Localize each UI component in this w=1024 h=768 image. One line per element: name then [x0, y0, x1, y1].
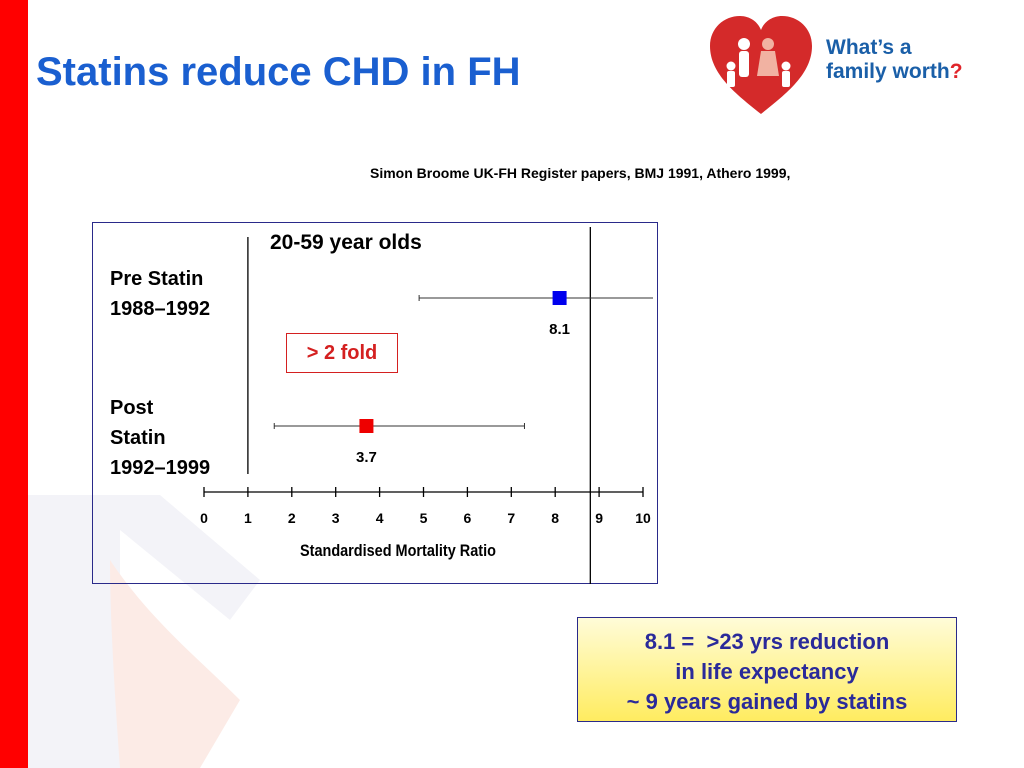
- x-axis-title: Standardised Mortality Ratio: [300, 541, 496, 560]
- x-tick-label: 7: [507, 510, 515, 526]
- chart-subtitle: 20-59 year olds: [270, 231, 422, 254]
- point-marker: [552, 291, 567, 305]
- left-accent-bar: [0, 0, 28, 768]
- summary-line-1: 8.1 = >23 yrs reduction: [644, 629, 890, 654]
- x-tick-label: 8: [551, 510, 559, 526]
- x-tick-label: 3: [332, 510, 340, 526]
- x-tick-label: 4: [376, 510, 384, 526]
- fold-annotation: > 2 fold: [286, 333, 398, 373]
- post-statin-label-line-2: Statin: [110, 427, 166, 449]
- post-statin-label-line-3: 1992–1999: [110, 457, 211, 479]
- forest-plot: 0 1 2 3 4 5 6 7 8 9 10 8.1 3.7: [200, 227, 653, 584]
- x-tick-label: 1: [244, 510, 252, 526]
- citation: Simon Broome UK-FH Register papers, BMJ …: [370, 165, 791, 181]
- pre-statin-label-line-2: 1988–1992: [110, 298, 211, 320]
- chart-frame: [92, 222, 658, 584]
- logo-text: What’s a family worth?: [826, 36, 963, 84]
- x-tick-label: 6: [464, 510, 472, 526]
- x-tick-label: 0: [200, 510, 208, 526]
- point-marker: [359, 419, 374, 433]
- x-tick-label: 9: [595, 510, 603, 526]
- summary-line-2: in life expectancy: [675, 659, 859, 684]
- x-tick-label: 10: [635, 510, 651, 526]
- x-tick-label: 5: [420, 510, 428, 526]
- family-icon: [726, 38, 791, 87]
- x-tick-label: 2: [288, 510, 296, 526]
- slide-title: Statins reduce CHD in FH: [36, 50, 521, 94]
- logo-question-mark: ?: [949, 60, 963, 83]
- logo-line-2: family worth: [826, 60, 950, 83]
- logo-line-1: What’s a: [826, 36, 912, 59]
- pre-statin-label-line-1: Pre Statin: [110, 268, 204, 290]
- post-statin-label: Post Statin 1992–1999: [110, 393, 210, 483]
- post-statin-label-line-1: Post: [110, 397, 154, 419]
- data-label: 8.1: [549, 321, 570, 338]
- data-label: 3.7: [356, 449, 377, 466]
- pre-statin-label: Pre Statin 1988–1992: [110, 264, 210, 324]
- heart-logo: [710, 16, 812, 114]
- summary-box: 8.1 = >23 yrs reduction in life expectan…: [577, 617, 957, 722]
- summary-line-3: ~ 9 years gained by statins: [626, 689, 908, 714]
